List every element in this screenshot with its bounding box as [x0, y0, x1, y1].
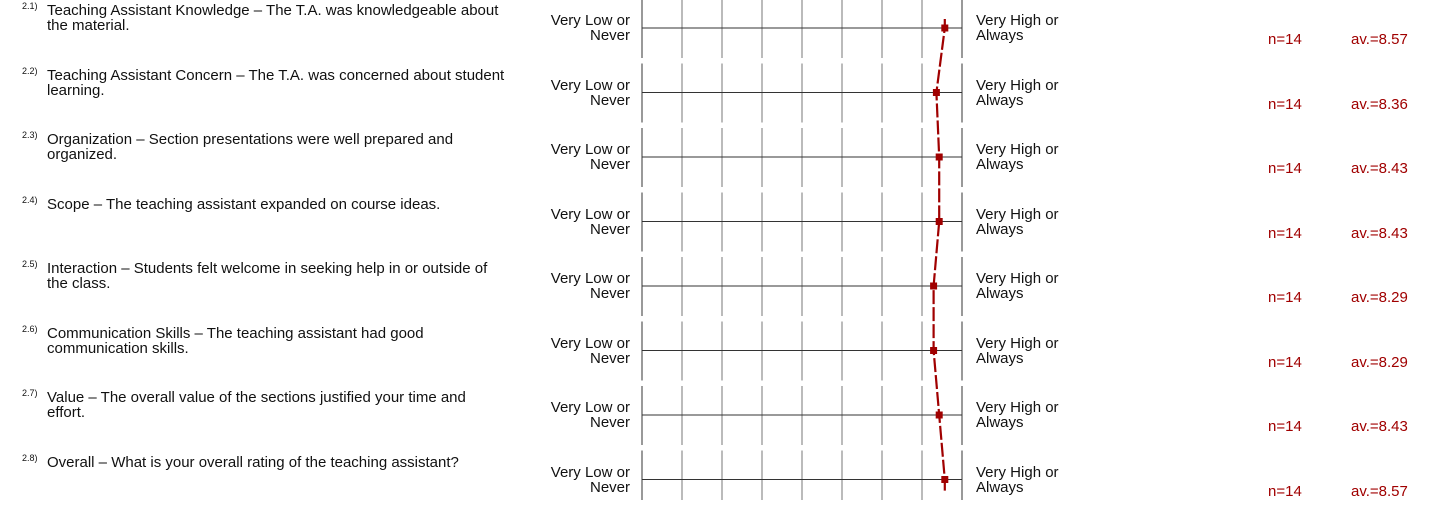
question-row: 2.8) Overall – What is your overall ratin… — [0, 452, 1440, 516]
question-row: 2.4) Scope – The teaching assistant expan… — [0, 194, 1440, 258]
scale-left-label: Very Low or Never — [550, 399, 630, 431]
average-value: av.=8.36 — [1351, 95, 1408, 113]
data-point-marker — [932, 89, 940, 96]
question-number: 2.2) — [22, 65, 38, 76]
question-text: Overall – What is your overall rating of… — [47, 453, 459, 471]
profile-chart — [641, 0, 963, 500]
question-number: 2.3) — [22, 130, 38, 140]
profile-line — [932, 19, 946, 492]
question-number: 2.4) — [22, 194, 38, 205]
average-value: av.=8.57 — [1351, 31, 1408, 48]
question-row: 2.2) Teaching Assistant Concern – The T.A… — [0, 65, 1440, 129]
data-point-marker — [935, 411, 943, 419]
scale-left-label: Very Low or Never — [550, 205, 630, 238]
question-row: 2.6) Communication Skills – The teaching … — [0, 323, 1440, 387]
scale-right-label: Very High or Always — [976, 205, 1059, 238]
average-value: av.=8.43 — [1351, 418, 1408, 435]
data-point-marker — [930, 347, 938, 354]
scale-left-label: Very Low or Never — [550, 270, 630, 302]
scale-right-label: Very High or Always — [976, 463, 1059, 496]
scale-left-label: Very Low or Never — [550, 141, 630, 173]
average-value: av.=8.43 — [1351, 160, 1408, 177]
question-number: 2.8) — [22, 452, 38, 463]
scale-right-label: Very High or Always — [976, 270, 1059, 302]
data-point-marker — [930, 282, 938, 290]
average-value: av.=8.57 — [1351, 482, 1408, 500]
question-number: 2.1) — [22, 1, 38, 11]
average-value: av.=8.29 — [1351, 289, 1408, 306]
question-row: 2.1) Teaching Assistant Knowledge – The T… — [0, 0, 1440, 64]
average-value: av.=8.29 — [1351, 353, 1408, 371]
average-value: av.=8.43 — [1351, 224, 1408, 242]
scale-right-label: Very High or Always — [976, 399, 1059, 431]
scale-right-label: Very High or Always — [976, 76, 1059, 109]
question-text: Communication Skills – The teaching assi… — [47, 324, 424, 357]
scale-left-label: Very Low or Never — [550, 334, 630, 367]
question-text: Teaching Assistant Knowledge – The T.A. … — [47, 2, 499, 34]
question-number: 2.7) — [22, 388, 38, 398]
question-text: Scope – The teaching assistant expanded … — [47, 195, 441, 213]
data-point-marker — [941, 24, 949, 32]
scale-left-label: Very Low or Never — [550, 463, 630, 496]
scale-right-label: Very High or Always — [976, 141, 1059, 173]
response-count: n=14 — [1268, 31, 1302, 48]
response-count: n=14 — [1268, 482, 1302, 500]
response-count: n=14 — [1268, 160, 1302, 177]
scale-left-label: Very Low or Never — [550, 76, 630, 109]
data-point-marker — [935, 218, 943, 225]
scale-left-label: Very Low or Never — [550, 12, 630, 44]
response-count: n=14 — [1268, 95, 1302, 113]
question-number: 2.5) — [22, 259, 38, 269]
question-text: Organization – Section presentations wer… — [47, 131, 454, 163]
question-number: 2.6) — [22, 323, 38, 334]
question-text: Value – The overall value of the section… — [47, 389, 466, 421]
response-count: n=14 — [1268, 289, 1302, 306]
response-count: n=14 — [1268, 418, 1302, 435]
question-row: 2.3) Organization – Section presentations… — [0, 129, 1440, 193]
response-count: n=14 — [1268, 224, 1302, 242]
question-text: Interaction – Students felt welcome in s… — [47, 260, 488, 292]
question-text: Teaching Assistant Concern – The T.A. wa… — [47, 66, 505, 99]
data-point-marker — [935, 153, 943, 161]
question-row: 2.5) Interaction – Students felt welcome … — [0, 258, 1440, 322]
question-row: 2.7) Value – The overall value of the sec… — [0, 387, 1440, 451]
response-count: n=14 — [1268, 353, 1302, 371]
scale-right-label: Very High or Always — [976, 12, 1059, 44]
data-point-marker — [941, 476, 949, 483]
scale-right-label: Very High or Always — [976, 334, 1059, 367]
